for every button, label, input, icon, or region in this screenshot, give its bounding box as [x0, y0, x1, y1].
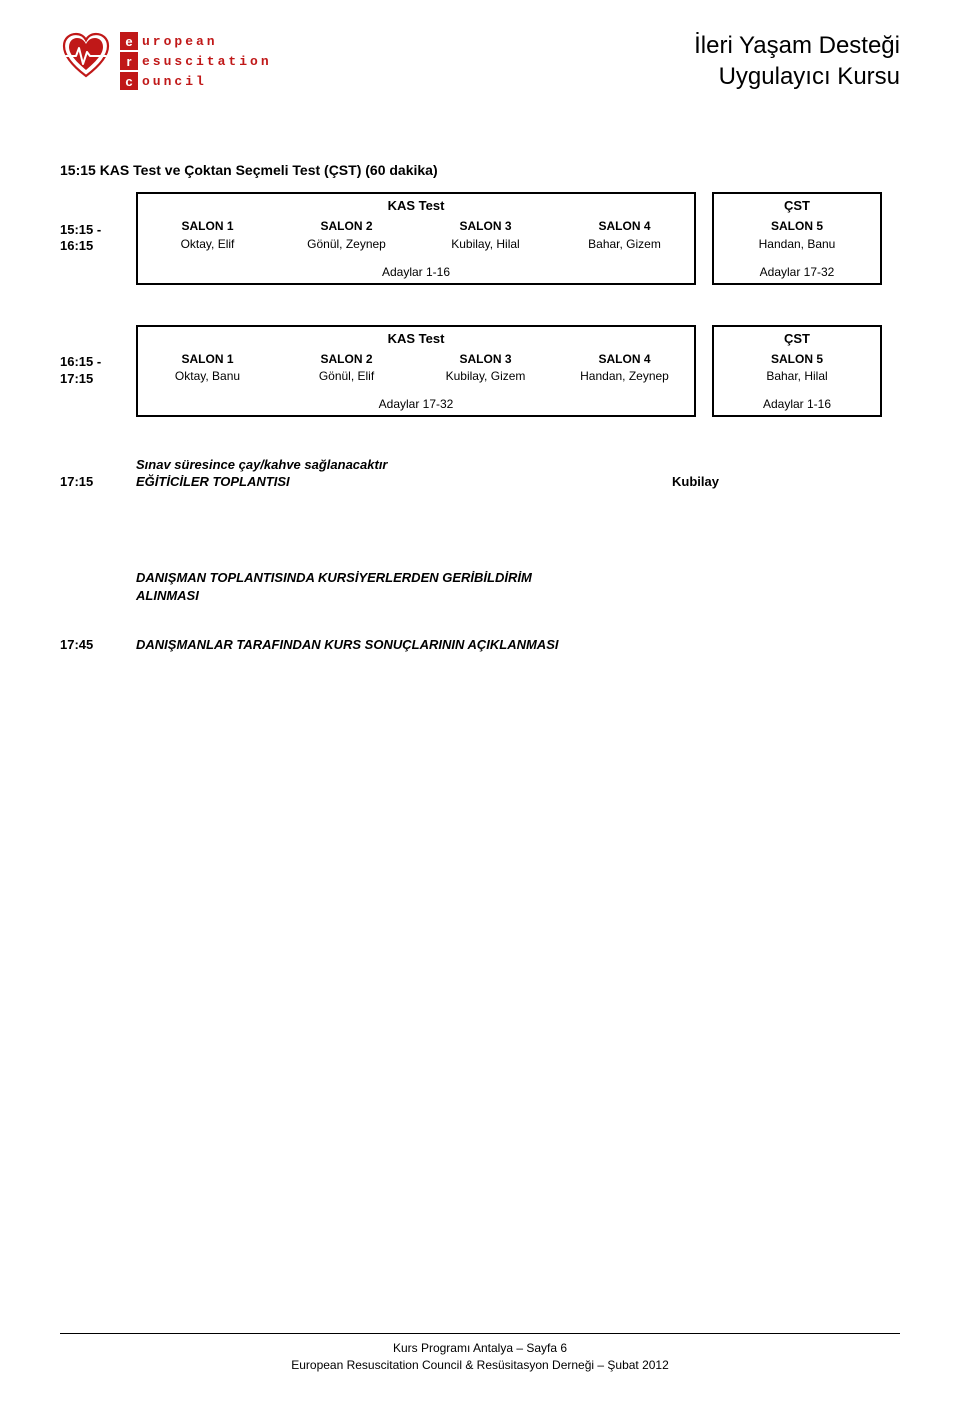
kas1-col1: SALON 1 Oktay, Elif [138, 217, 277, 260]
salon-label: SALON 5 [718, 352, 876, 368]
kas2-col2: SALON 2 Gönül, Elif [277, 350, 416, 393]
erc-word-european: uropean [142, 34, 218, 49]
footer-line2: European Resuscitation Council & Resüsit… [60, 1357, 900, 1374]
kas-header-2: KAS Test [138, 327, 694, 350]
erc-text: e uropean r esuscitation c ouncil [120, 30, 272, 90]
salon-label: SALON 3 [420, 352, 551, 368]
event-label-2: DANIŞMANLAR TARAFINDAN KURS SONUÇLARININ… [136, 637, 576, 652]
cst-cols-1: SALON 5 Handan, Banu [714, 217, 880, 260]
erc-letter-r: r [120, 52, 138, 70]
page-header: e uropean r esuscitation c ouncil İleri … [60, 30, 900, 92]
kas1-col3: SALON 3 Kubilay, Hilal [416, 217, 555, 260]
time-slot-2: 16:15 - 17:15 [60, 325, 120, 417]
salon-names: Bahar, Hilal [766, 369, 827, 383]
kas2-col3: SALON 3 Kubilay, Gizem [416, 350, 555, 393]
salon-names: Bahar, Gizem [588, 237, 661, 251]
title-line1: İleri Yaşam Desteği [694, 30, 900, 61]
event-person-1: Kubilay [672, 474, 719, 489]
erc-logo: e uropean r esuscitation c ouncil [60, 30, 272, 90]
cst2-col1: SALON 5 Bahar, Hilal [714, 350, 880, 393]
erc-word-resuscitation: esuscitation [142, 54, 272, 69]
page-title: İleri Yaşam Desteği Uygulayıcı Kursu [694, 30, 900, 92]
event-time-2: 17:45 [60, 637, 120, 652]
salon-names: Handan, Banu [759, 237, 836, 251]
time-slot-1: 15:15 - 16:15 [60, 192, 120, 284]
event-row-2: 17:45 DANIŞMANLAR TARAFINDAN KURS SONUÇL… [60, 637, 900, 652]
salon-label: SALON 2 [281, 219, 412, 235]
section-heading: 15:15 KAS Test ve Çoktan Seçmeli Test (Ç… [60, 162, 900, 178]
salon-label: SALON 5 [718, 219, 876, 235]
heart-icon [60, 30, 112, 87]
salon-label: SALON 2 [281, 352, 412, 368]
kas2-col1: SALON 1 Oktay, Banu [138, 350, 277, 393]
cst-cols-2: SALON 5 Bahar, Hilal [714, 350, 880, 393]
note-refreshments: Sınav süresince çay/kahve sağlanacaktır [136, 457, 900, 472]
event-time-1: 17:15 [60, 474, 120, 489]
erc-row-r: r esuscitation [120, 52, 272, 70]
page-footer: Kurs Programı Antalya – Sayfa 6 European… [60, 1333, 900, 1374]
footer-line1: Kurs Programı Antalya – Sayfa 6 [60, 1340, 900, 1357]
event-row-1: 17:15 EĞİTİCİLER TOPLANTISI Kubilay [60, 474, 900, 489]
kas-box-1: KAS Test SALON 1 Oktay, Elif SALON 2 Gön… [136, 192, 696, 284]
salon-names: Kubilay, Hilal [451, 237, 519, 251]
event-label-1: EĞİTİCİLER TOPLANTISI [136, 474, 656, 489]
schedule-row-2: 16:15 - 17:15 KAS Test SALON 1 Oktay, Ba… [60, 325, 900, 417]
salon-names: Oktay, Elif [181, 237, 235, 251]
erc-row-c: c ouncil [120, 72, 272, 90]
kas-box-2: KAS Test SALON 1 Oktay, Banu SALON 2 Gön… [136, 325, 696, 417]
kas-cols-1: SALON 1 Oktay, Elif SALON 2 Gönül, Zeyne… [138, 217, 694, 260]
erc-word-council: ouncil [142, 74, 207, 89]
erc-letter-e: e [120, 32, 138, 50]
erc-row-e: e uropean [120, 32, 272, 50]
kas1-col2: SALON 2 Gönül, Zeynep [277, 217, 416, 260]
salon-names: Oktay, Banu [175, 369, 240, 383]
cst-box-2: ÇST SALON 5 Bahar, Hilal Adaylar 1-16 [712, 325, 882, 417]
cst-footer-2: Adaylar 1-16 [714, 393, 880, 415]
salon-label: SALON 4 [559, 219, 690, 235]
salon-label: SALON 3 [420, 219, 551, 235]
cst-header-1: ÇST [714, 194, 880, 217]
kas-cols-2: SALON 1 Oktay, Banu SALON 2 Gönül, Elif … [138, 350, 694, 393]
advisor-feedback-note: DANIŞMAN TOPLANTISINDA KURSİYERLERDEN GE… [136, 569, 576, 605]
salon-names: Handan, Zeynep [580, 369, 669, 383]
cst-box-1: ÇST SALON 5 Handan, Banu Adaylar 17-32 [712, 192, 882, 284]
salon-label: SALON 1 [142, 219, 273, 235]
salon-label: SALON 4 [559, 352, 690, 368]
title-line2: Uygulayıcı Kursu [694, 61, 900, 92]
kas2-col4: SALON 4 Handan, Zeynep [555, 350, 694, 393]
salon-names: Gönül, Zeynep [307, 237, 386, 251]
salon-label: SALON 1 [142, 352, 273, 368]
cst-header-2: ÇST [714, 327, 880, 350]
schedule-row-1: 15:15 - 16:15 KAS Test SALON 1 Oktay, El… [60, 192, 900, 284]
cst1-col1: SALON 5 Handan, Banu [714, 217, 880, 260]
cst-footer-1: Adaylar 17-32 [714, 261, 880, 283]
kas-footer-2: Adaylar 17-32 [138, 393, 694, 415]
kas-header-1: KAS Test [138, 194, 694, 217]
kas1-col4: SALON 4 Bahar, Gizem [555, 217, 694, 260]
salon-names: Gönül, Elif [319, 369, 374, 383]
kas-footer-1: Adaylar 1-16 [138, 261, 694, 283]
salon-names: Kubilay, Gizem [446, 369, 526, 383]
erc-letter-c: c [120, 72, 138, 90]
